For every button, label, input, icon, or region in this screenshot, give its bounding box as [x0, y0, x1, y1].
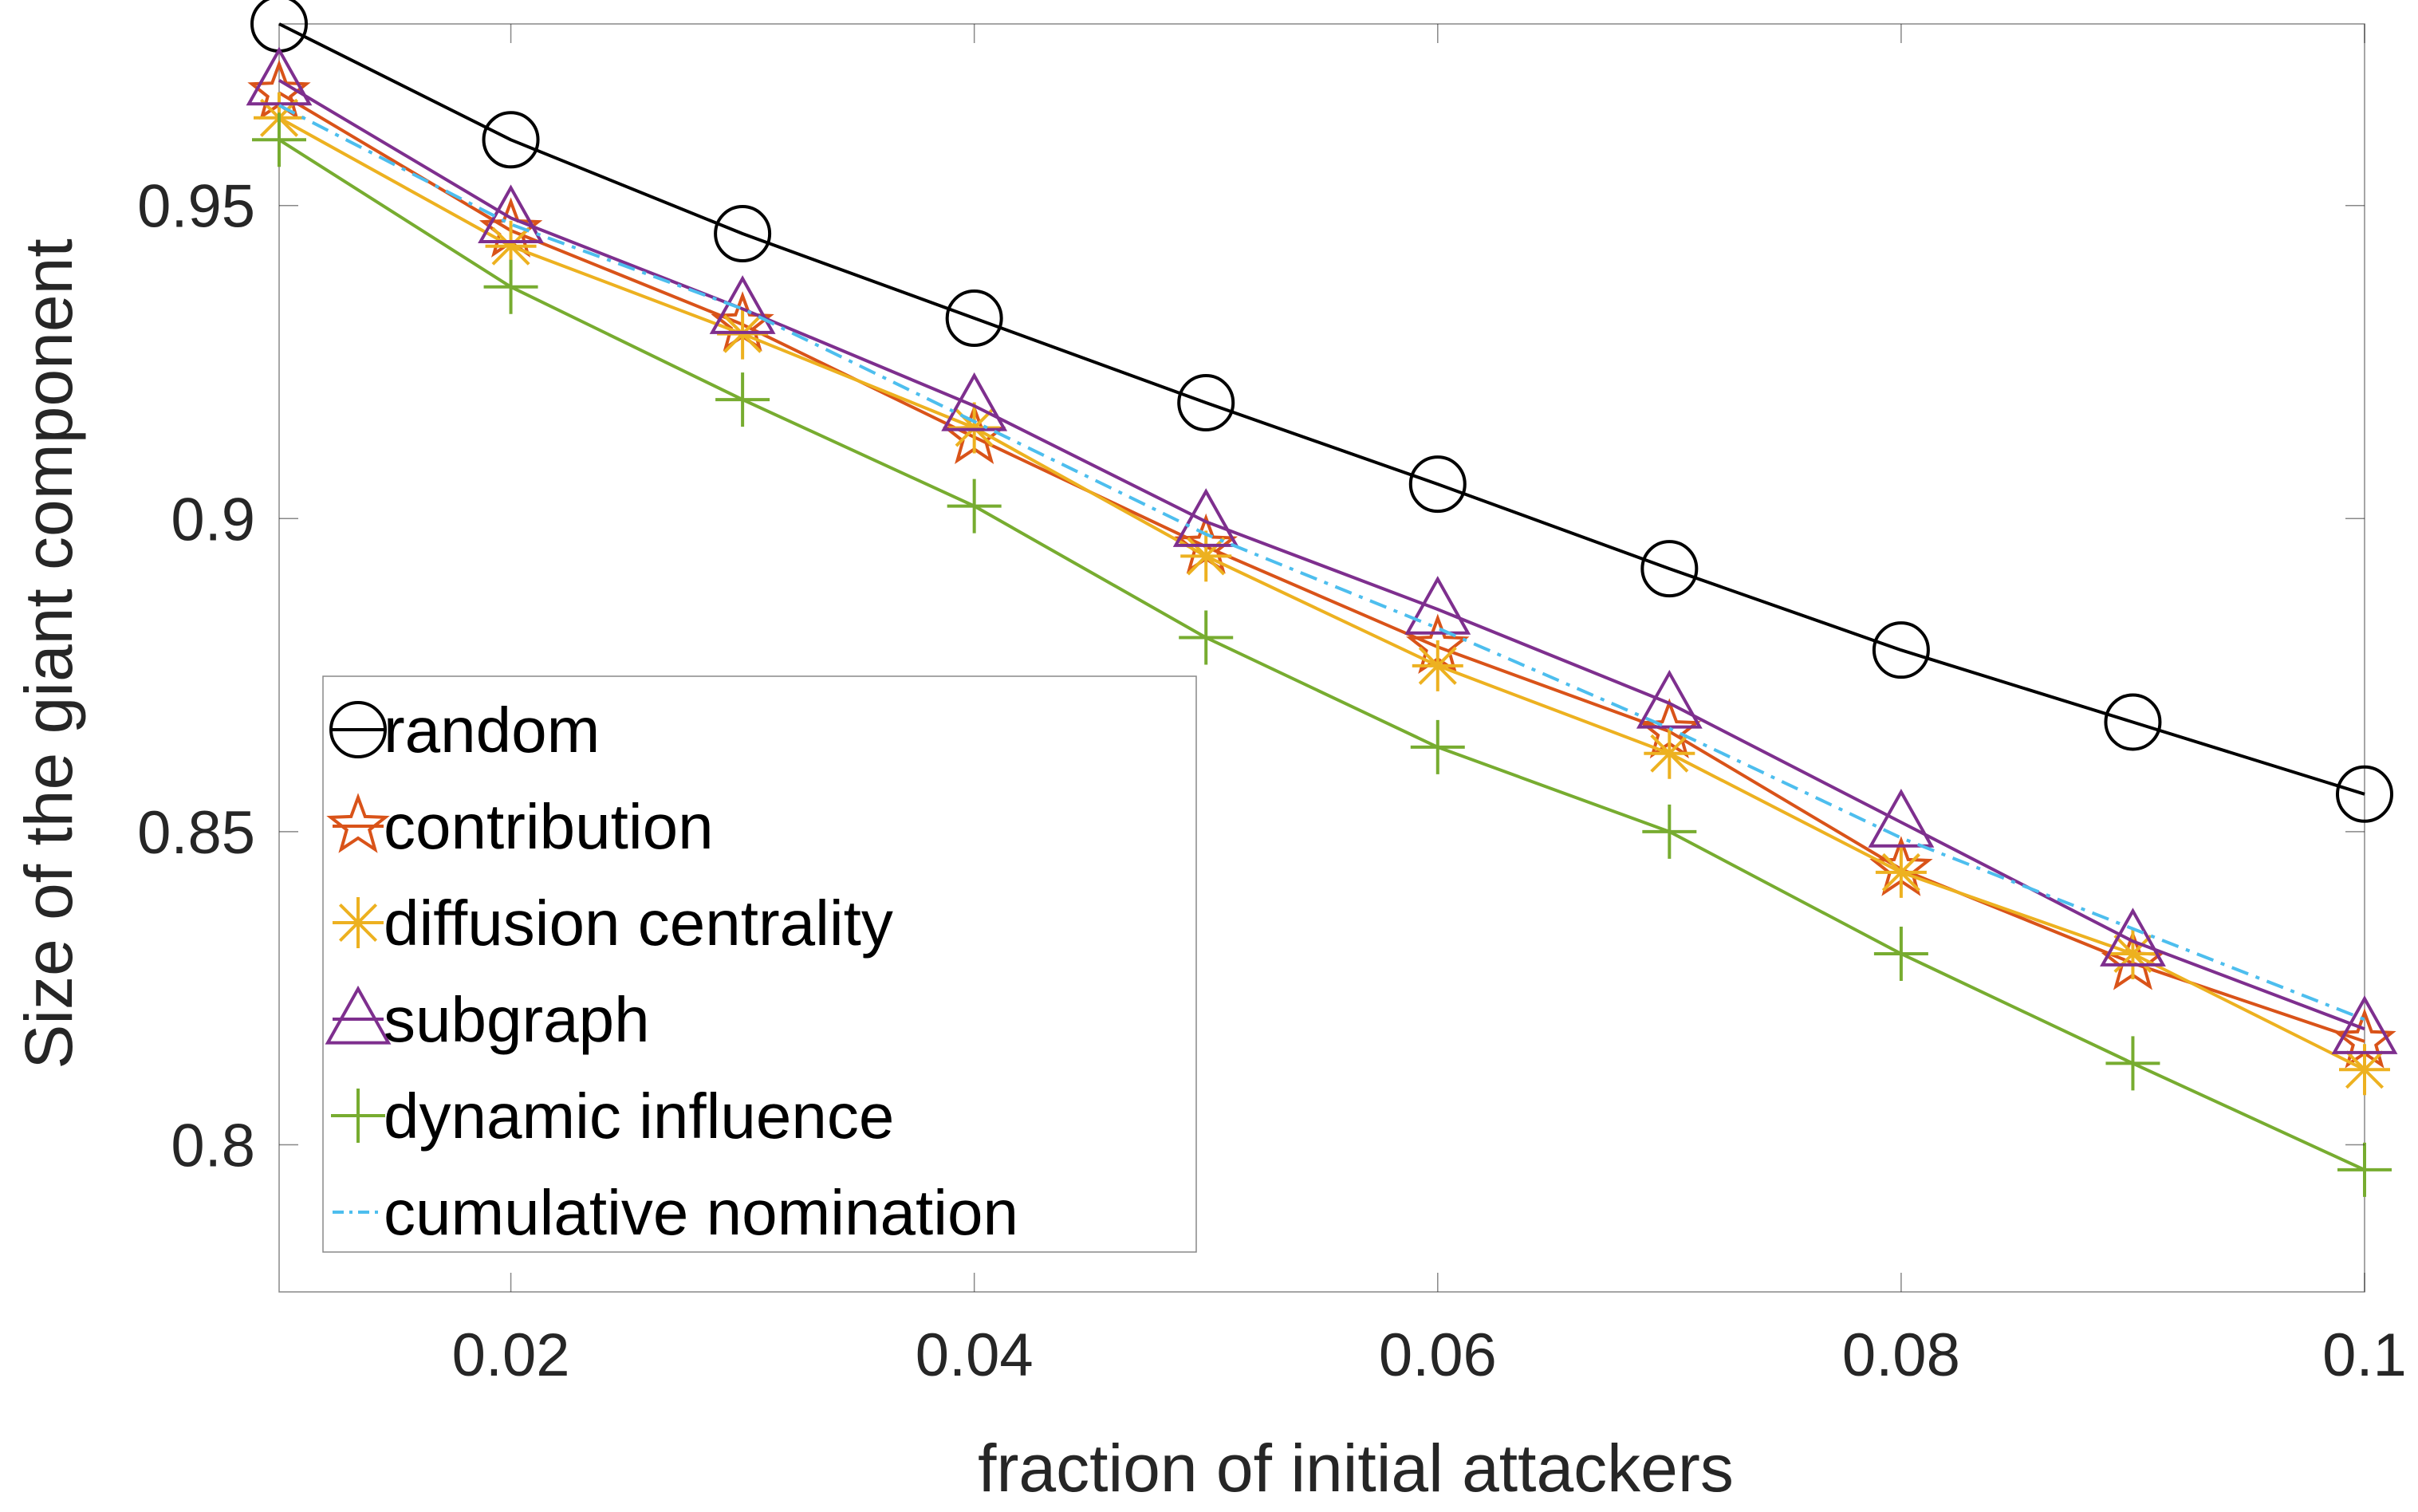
legend-marker — [333, 897, 384, 948]
data-point — [485, 220, 537, 272]
data-point — [1180, 530, 1232, 582]
data-point — [2104, 693, 2162, 751]
legend-marker — [326, 793, 390, 853]
series-dynamic-influence — [252, 112, 2392, 1197]
data-point — [1179, 610, 1234, 665]
y-tick-label: 0.85 — [137, 799, 255, 867]
data-point — [1875, 846, 1927, 898]
data-point — [1404, 576, 1471, 635]
x-tick-label: 0.04 — [916, 1321, 1034, 1389]
legend-entry: diffusion centrality — [333, 888, 893, 959]
legend-entry: contribution — [326, 791, 714, 862]
data-point — [709, 275, 776, 334]
data-point — [2331, 995, 2398, 1054]
series-line — [278, 104, 2365, 1022]
x-tick-label: 0.06 — [1379, 1321, 1497, 1389]
legend-label: subgraph — [384, 984, 650, 1055]
data-point — [1868, 789, 1935, 848]
legend-label: diffusion centrality — [384, 888, 893, 959]
data-point — [252, 112, 306, 167]
plot-area-box — [278, 23, 2365, 1293]
legend-marker — [331, 1089, 385, 1143]
data-point — [1177, 374, 1235, 432]
data-point — [715, 372, 770, 427]
data-point — [947, 478, 1002, 534]
data-point — [1410, 719, 1465, 774]
legend-label: cumulative nomination — [384, 1177, 1018, 1248]
legend-entry: dynamic influence — [331, 1081, 894, 1152]
data-point — [478, 184, 544, 244]
x-axis-label: fraction of initial attackers — [978, 1431, 1734, 1506]
legend-box — [322, 675, 1197, 1253]
y-tick-label: 0.9 — [171, 486, 255, 553]
series-cumulative-nomination — [278, 104, 2365, 1022]
data-point — [941, 372, 1008, 431]
series-line — [278, 91, 2365, 1043]
y-tick-label: 0.8 — [171, 1112, 255, 1179]
series-random — [250, 0, 2393, 823]
series-subgraph — [246, 46, 2398, 1054]
data-point — [1640, 540, 1699, 598]
data-point — [1408, 455, 1467, 514]
data-point — [1872, 621, 1930, 679]
data-point — [1873, 927, 1928, 981]
legend-entry: cumulative nomination — [333, 1177, 1018, 1248]
legend-entry: random — [329, 695, 600, 766]
legend-marker — [329, 701, 387, 758]
legend-entry: subgraph — [325, 984, 650, 1055]
legend-marker — [325, 985, 392, 1045]
data-point — [482, 111, 540, 169]
x-tick-label: 0.1 — [2322, 1321, 2407, 1389]
x-tick-label: 0.08 — [1842, 1321, 1960, 1389]
data-point — [714, 205, 772, 263]
data-point — [1172, 488, 1239, 547]
legend-label: dynamic influence — [384, 1081, 894, 1152]
y-tick-label: 0.95 — [137, 173, 255, 241]
data-point — [2105, 1036, 2160, 1091]
data-point — [246, 46, 313, 106]
series-line — [278, 78, 2365, 1031]
legend-label: random — [384, 695, 600, 766]
data-point — [483, 259, 538, 314]
legend-label: contribution — [384, 791, 714, 862]
data-point — [2339, 1044, 2390, 1096]
series-line — [278, 116, 2365, 1072]
data-point — [2336, 765, 2393, 823]
x-tick-label: 0.02 — [452, 1321, 570, 1389]
data-point — [2100, 908, 2166, 967]
data-point — [1412, 640, 1463, 691]
data-point — [2337, 1142, 2392, 1197]
data-point — [1642, 804, 1697, 859]
data-point — [945, 289, 1003, 348]
data-point — [2107, 928, 2159, 979]
series-line — [278, 138, 2365, 1171]
data-point — [1636, 669, 1703, 729]
y-axis-label: Size of the giant component — [11, 238, 86, 1069]
series-line — [278, 22, 2365, 796]
data-point — [1644, 727, 1695, 779]
